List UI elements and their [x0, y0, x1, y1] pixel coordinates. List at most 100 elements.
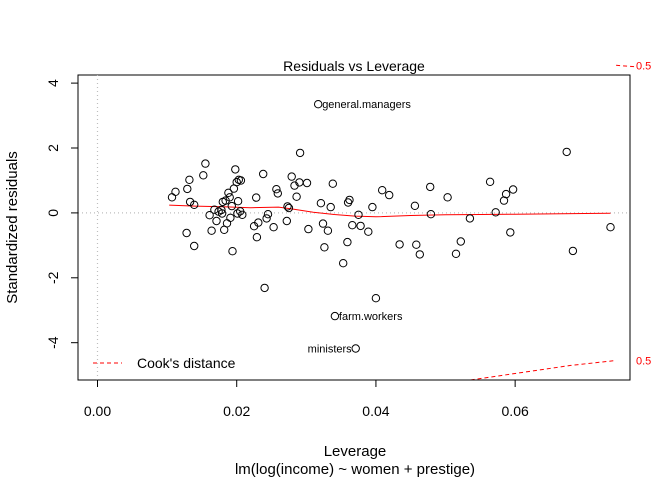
data-point: [252, 233, 262, 242]
data-point: [485, 177, 495, 187]
data-point: [190, 200, 199, 210]
data-point: [222, 219, 232, 228]
data-point: [252, 193, 261, 202]
x-axis: 0.00 0.02 0.04 0.06: [84, 379, 529, 419]
data-point: [318, 219, 328, 228]
data-point: [272, 185, 281, 194]
data-point: [343, 237, 352, 247]
data-point: [273, 189, 282, 198]
data-point: [236, 176, 246, 185]
data-point: [491, 208, 500, 217]
y-tick-label: 2: [45, 144, 61, 152]
data-point: [412, 240, 421, 249]
data-point: [233, 209, 242, 218]
data-point: [295, 148, 305, 158]
legend: Cook's distance: [93, 355, 236, 371]
point-labels-group: general.managers farm.workers ministers: [308, 99, 412, 355]
data-point: [292, 192, 301, 201]
data-point: [232, 177, 241, 187]
data-point: [227, 201, 237, 211]
data-point: [231, 165, 240, 174]
data-point: [351, 344, 360, 353]
data-point: [302, 178, 312, 188]
y-axis-title: Standardized residuals: [4, 151, 21, 304]
y-tick-label: -2: [45, 271, 61, 284]
cooks-distance-lines: [470, 64, 638, 380]
cooks-distance-lower-line: [470, 360, 617, 380]
data-point: [238, 210, 247, 220]
data-point: [568, 246, 578, 256]
data-point: [368, 202, 377, 212]
data-point: [465, 214, 475, 223]
data-point: [284, 203, 294, 213]
data-point: [190, 241, 199, 251]
data-point: [228, 247, 237, 256]
data-point: [262, 214, 271, 223]
data-point: [269, 223, 278, 232]
data-point: [207, 226, 216, 235]
data-point: [287, 172, 296, 181]
reference-lines: [78, 75, 630, 380]
data-point: [171, 187, 180, 197]
data-point: [506, 228, 515, 237]
y-tick-label: -4: [45, 336, 61, 349]
chart-title: Residuals vs Leverage: [283, 58, 425, 74]
data-point: [562, 147, 571, 157]
data-point: [328, 179, 337, 188]
x-axis-subtitle: lm(log(income) ~ women + prestige): [235, 461, 475, 478]
data-point: [345, 195, 354, 205]
data-point: [210, 205, 219, 214]
data-point: [371, 294, 381, 303]
data-point: [205, 211, 214, 220]
data-point: [320, 243, 329, 252]
cooks-lower-label: 0.5: [636, 356, 651, 368]
data-point: [226, 213, 235, 223]
point-label: ministers: [308, 344, 353, 356]
data-point: [395, 240, 404, 249]
data-point: [385, 190, 394, 200]
data-point: [323, 226, 333, 235]
data-point: [348, 221, 357, 230]
data-point: [182, 228, 191, 238]
x-tick-label: 0.04: [362, 403, 389, 419]
x-axis-title: Leverage: [324, 443, 387, 460]
data-point: [260, 283, 269, 293]
data-point: [426, 210, 436, 219]
data-point: [224, 188, 233, 198]
data-point: [217, 209, 227, 218]
x-tick-label: 0.00: [84, 403, 111, 419]
data-point: [378, 186, 387, 195]
data-point: [501, 189, 511, 199]
point-label: general.managers: [322, 99, 411, 111]
data-point: [330, 311, 340, 321]
plot-frame: [77, 74, 631, 381]
data-point: [339, 259, 348, 268]
data-point: [426, 182, 435, 192]
data-point: [233, 197, 243, 206]
data-point: [410, 201, 420, 211]
data-point: [304, 224, 313, 234]
data-point: [225, 193, 234, 202]
data-point: [259, 169, 268, 179]
y-tick-label: 0: [45, 209, 61, 217]
data-point: [364, 227, 373, 236]
data-point: [314, 100, 323, 109]
cooks-upper-label: 0.5: [636, 60, 651, 72]
cooks-distance-labels: 0.5 0.5: [636, 60, 651, 367]
data-point: [354, 210, 363, 220]
data-point: [456, 237, 465, 246]
data-point: [212, 216, 221, 226]
data-point: [606, 223, 615, 232]
data-point: [443, 193, 452, 202]
data-point: [356, 221, 365, 231]
data-point: [283, 202, 292, 211]
data-point: [201, 159, 210, 168]
data-point: [217, 205, 226, 215]
x-tick-label: 0.02: [223, 403, 250, 419]
y-axis: -4 -2 0 2 4: [45, 79, 79, 349]
legend-label: Cook's distance: [137, 355, 236, 371]
data-point: [183, 184, 192, 194]
x-tick-label: 0.06: [502, 403, 529, 419]
data-point: [185, 175, 194, 185]
